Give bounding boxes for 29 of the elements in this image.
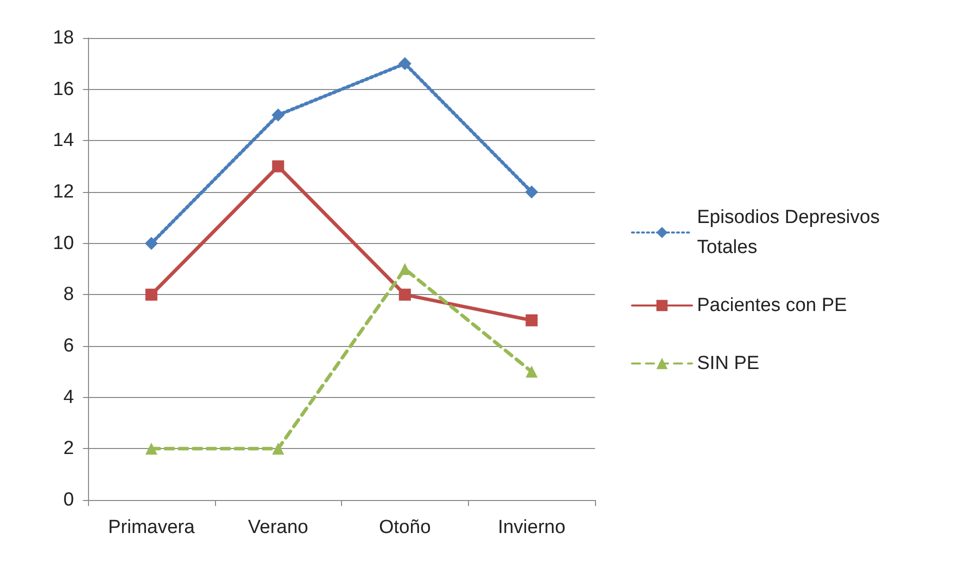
point: [526, 314, 538, 326]
y-tick-label: 14: [52, 130, 74, 152]
legend-label: Episodios Depresivos Totales: [697, 207, 885, 258]
y-tick-label: 6: [63, 336, 74, 356]
x-tick-label: Primavera: [108, 517, 196, 538]
point: [272, 108, 285, 122]
point: [398, 263, 411, 275]
point: [272, 160, 284, 172]
legend-label: SIN PE: [697, 353, 760, 374]
point: [398, 288, 411, 301]
point: [145, 288, 158, 301]
y-tick-label: 4: [63, 386, 74, 408]
point: [145, 442, 158, 455]
x-tick-label: Verano: [248, 517, 308, 538]
y-tick-label: 16: [52, 78, 74, 100]
point: [272, 442, 284, 455]
point: [526, 366, 538, 378]
point: [398, 57, 412, 70]
point: [525, 186, 538, 198]
y-tick-label: 18: [52, 28, 74, 48]
point: [144, 236, 158, 250]
y-tick-label: 0: [63, 490, 74, 510]
legend-label: Pacientes con PE: [697, 295, 847, 316]
y-tick-label: 10: [52, 232, 74, 254]
y-tick-label: 12: [52, 182, 74, 202]
y-tick-label: 8: [63, 284, 74, 306]
x-tick-label: Invierno: [498, 517, 566, 538]
y-tick-label: 2: [63, 438, 74, 460]
x-tick-label: Otoño: [378, 517, 431, 538]
